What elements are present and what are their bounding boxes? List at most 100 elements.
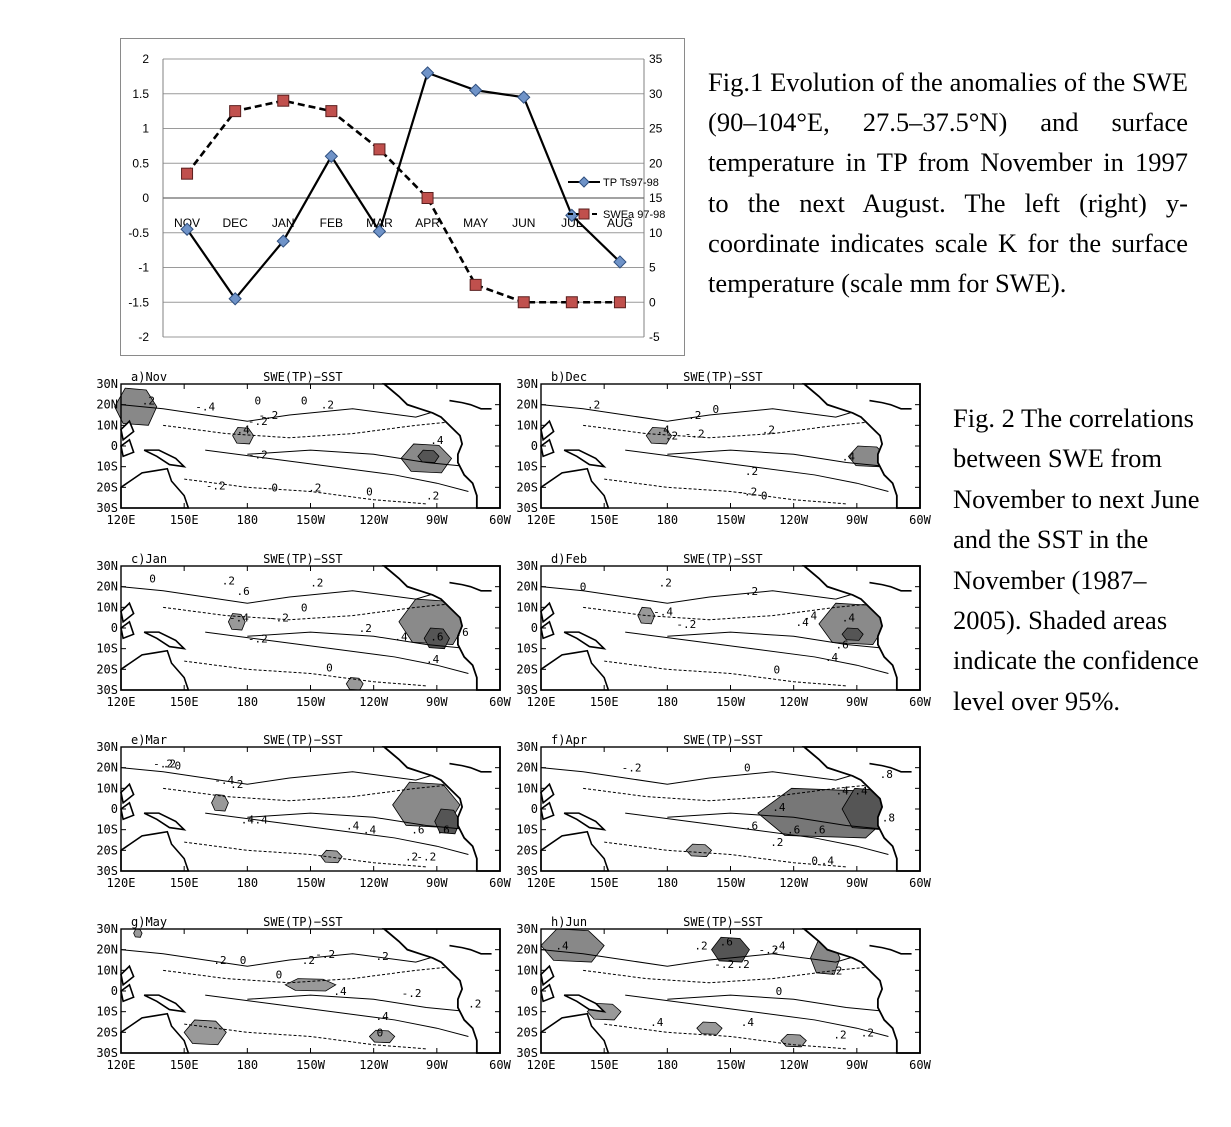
map-panel-h: .4.2.6.4 -.2.2 0.4.4.2 -.2.2.2 30N 20N 10N 0 10S… bbox=[508, 907, 931, 1087]
contour-label: 0 bbox=[240, 954, 247, 967]
contour-label: .2 bbox=[694, 940, 707, 953]
panel-title: SWE(TP)−SST bbox=[683, 552, 762, 566]
contour-line bbox=[120, 949, 459, 967]
contour-label: .2 bbox=[861, 1026, 874, 1039]
significance-shading bbox=[320, 849, 343, 864]
lat-tick-label: 20N bbox=[516, 943, 538, 957]
lon-tick-label: 120W bbox=[359, 513, 389, 527]
contour-line bbox=[625, 449, 889, 492]
panel-label: b)Dec bbox=[551, 370, 587, 384]
lat-tick-label: 20S bbox=[516, 843, 538, 857]
contour-label: .2 bbox=[770, 836, 783, 849]
ts-point bbox=[180, 222, 194, 236]
lat-tick-label: 30S bbox=[96, 864, 118, 878]
contour-label: .4 bbox=[346, 820, 360, 833]
contour-label: 0 bbox=[301, 601, 308, 614]
swe-point bbox=[181, 167, 194, 180]
contour-label: -.4 bbox=[214, 774, 234, 787]
significance-shading bbox=[685, 843, 713, 857]
ts-point bbox=[468, 83, 483, 97]
panel-label: c)Jan bbox=[131, 552, 167, 566]
fig1-chart: 2351.5301250.520015-0.510-15-1.50-2-5NOV… bbox=[120, 38, 685, 356]
contour-label: -.2 bbox=[153, 758, 173, 771]
coastline-caribbean bbox=[869, 399, 912, 410]
lat-tick-label: 20S bbox=[516, 480, 538, 494]
legend-swe-marker bbox=[578, 208, 590, 220]
contour-label: .4 bbox=[241, 813, 255, 826]
contour-label: .2 bbox=[405, 851, 418, 864]
map-panel-g: .2 0.2 0 -.2.4.2.4 -.2.2 0 30N 20N 10N 0 10S 20S 30S… bbox=[88, 907, 511, 1087]
coastline-island bbox=[563, 994, 607, 1013]
lon-tick-label: 180 bbox=[236, 876, 258, 890]
contour-label: .6 bbox=[437, 824, 450, 837]
contour-label: -.2 bbox=[248, 448, 268, 461]
contour-label: .2 bbox=[302, 954, 315, 967]
lon-tick-label: 60W bbox=[909, 513, 931, 527]
contour-line bbox=[667, 631, 889, 650]
contour-label: .8 bbox=[880, 768, 893, 781]
contour-label: -.2 bbox=[416, 851, 436, 864]
significance-shading bbox=[183, 1019, 227, 1046]
contour-label: .4 bbox=[825, 651, 839, 664]
lon-tick-label: 60W bbox=[489, 876, 511, 890]
contour-line bbox=[604, 1023, 847, 1050]
map-panel-c: 0.2 -.4.2 -.2 0.2.4.6.6.6.4 -.2 0 30N 20N 10N 0 10… bbox=[88, 544, 511, 724]
contour-line bbox=[184, 478, 427, 505]
lon-tick-label: 150W bbox=[296, 695, 326, 709]
contour-line bbox=[163, 602, 458, 621]
contour-label: .6 bbox=[455, 626, 468, 639]
contour-label: -.4 bbox=[195, 401, 215, 414]
lon-tick-label: 120E bbox=[527, 513, 556, 527]
panel-title: SWE(TP)−SST bbox=[683, 370, 762, 384]
ts-point bbox=[565, 208, 579, 223]
lat-tick-label: 30N bbox=[516, 377, 538, 391]
significance-shading bbox=[780, 1033, 807, 1048]
coastline-island bbox=[120, 419, 135, 442]
contour-label: .6 bbox=[411, 824, 424, 837]
coastline-island bbox=[563, 812, 607, 831]
right-tick-label: 0 bbox=[649, 295, 656, 309]
contour-label: .2 bbox=[222, 574, 235, 587]
contour-label: 0 bbox=[255, 395, 262, 408]
lat-tick-label: 20S bbox=[516, 1025, 538, 1039]
right-tick-label: 10 bbox=[649, 226, 663, 240]
significance-shading bbox=[696, 1021, 723, 1035]
contour-line bbox=[205, 631, 469, 674]
significance-shading bbox=[423, 627, 450, 650]
category-label: MAY bbox=[463, 216, 488, 230]
lon-tick-label: 90W bbox=[426, 876, 448, 890]
coastline-island bbox=[540, 782, 555, 805]
contour-label: .2 bbox=[762, 423, 775, 436]
left-tick-label: 2 bbox=[142, 52, 149, 66]
coastline-caribbean bbox=[449, 581, 492, 592]
lon-tick-label: 120W bbox=[359, 1058, 389, 1072]
lat-tick-label: 10S bbox=[96, 823, 118, 837]
right-tick-label: 15 bbox=[649, 191, 663, 205]
contour-label: 0 bbox=[774, 663, 781, 676]
lon-tick-label: 150E bbox=[590, 876, 619, 890]
coastline-island bbox=[540, 438, 555, 458]
contour-label: .4 bbox=[375, 1010, 389, 1023]
coastline-caribbean bbox=[869, 762, 912, 773]
lon-tick-label: 150E bbox=[170, 513, 199, 527]
contour-line bbox=[120, 586, 459, 604]
lat-tick-label: 10S bbox=[96, 460, 118, 474]
contour-label: .2 bbox=[688, 409, 701, 422]
contour-line bbox=[205, 994, 469, 1037]
contour-label: .6 bbox=[745, 820, 758, 833]
contour-label: .2 bbox=[308, 481, 321, 494]
panel-title: SWE(TP)−SST bbox=[263, 915, 342, 929]
contour-label: -.2 bbox=[737, 485, 757, 498]
contour-line bbox=[540, 404, 879, 422]
contour-line bbox=[163, 965, 458, 984]
lat-tick-label: 0 bbox=[111, 439, 118, 453]
map-panel-svg: .2-.2 0-.4.2-.4.4.4.6.6.2-.2.430N20N10N01… bbox=[96, 733, 511, 890]
lat-tick-label: 10N bbox=[516, 418, 538, 432]
significance-shading bbox=[841, 627, 864, 641]
lat-tick-label: 20N bbox=[516, 761, 538, 775]
contour-label: .4 bbox=[426, 653, 440, 666]
lat-tick-label: 10S bbox=[516, 460, 538, 474]
contour-label: .4 bbox=[363, 824, 377, 837]
coastline-island bbox=[540, 419, 555, 442]
panel-label: e)Mar bbox=[131, 733, 167, 747]
